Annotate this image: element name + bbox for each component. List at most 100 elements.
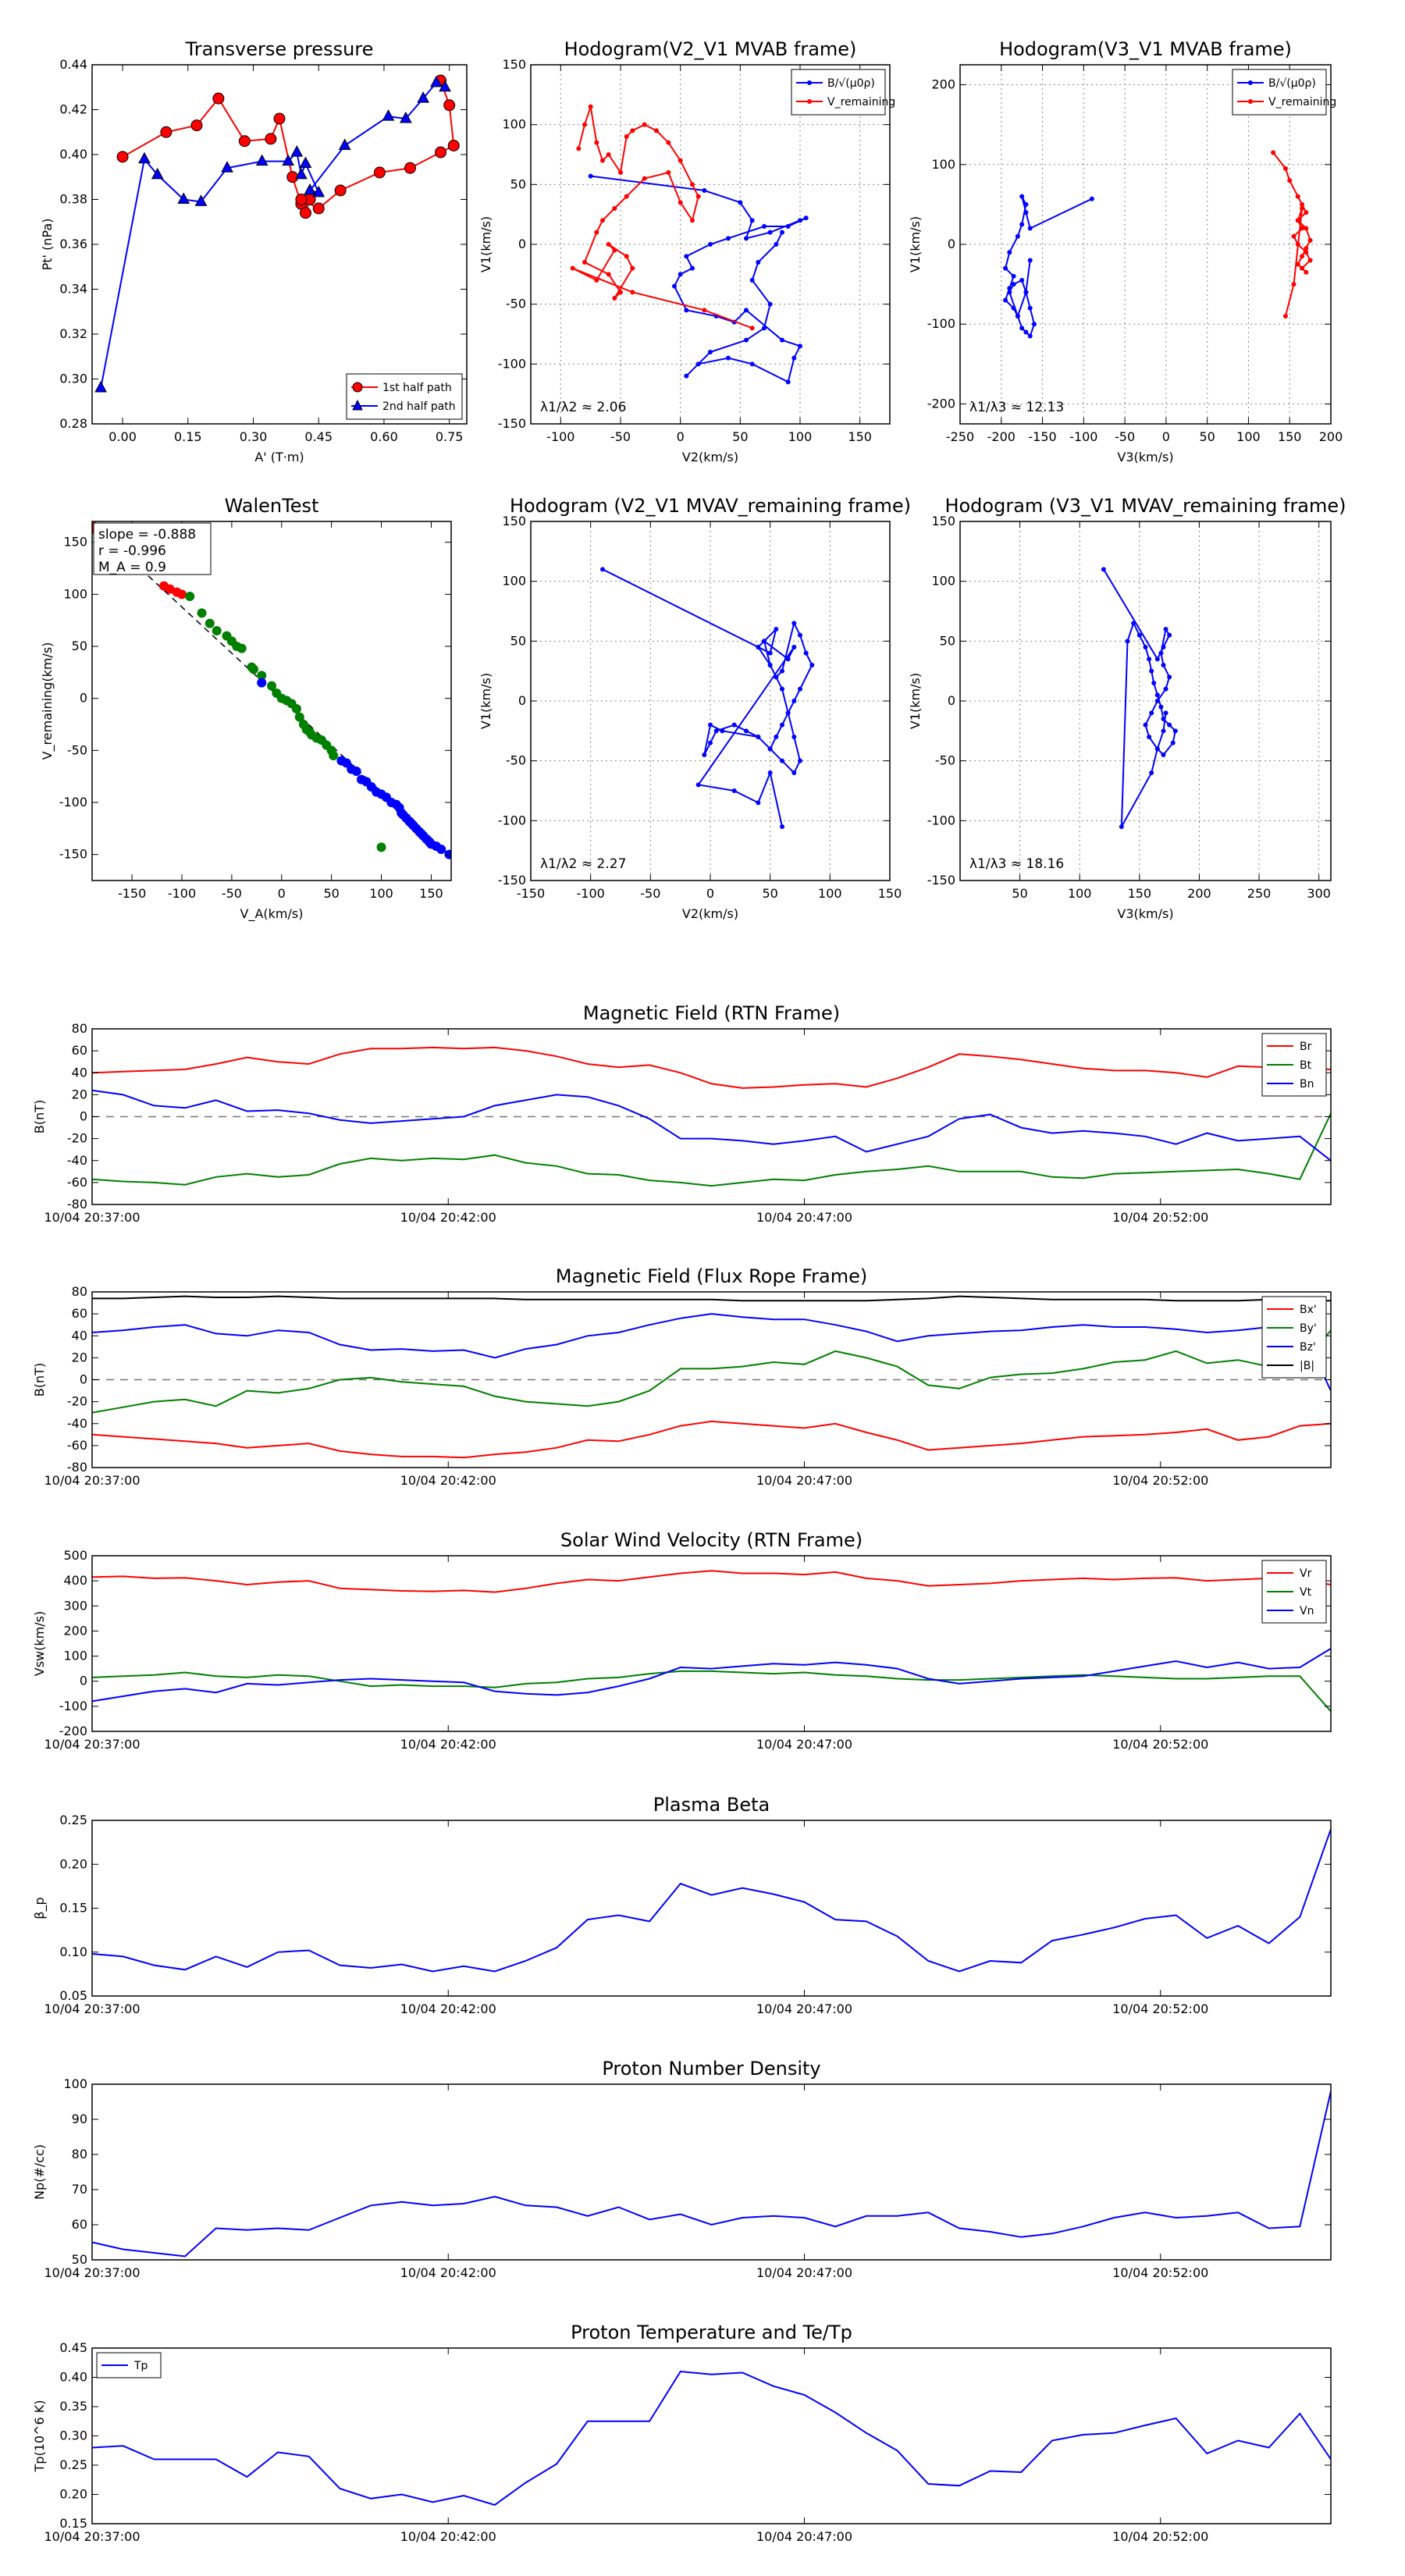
data-point [695,194,701,199]
data-point [1019,278,1025,283]
y-tick-label: 0.34 [59,282,87,297]
data-point [1307,237,1313,243]
data-point [791,770,797,775]
y-tick-label: -150 [927,873,955,888]
annotation-line: M_A = 0.9 [98,560,166,575]
data-point [265,133,277,145]
series-line [590,175,807,383]
y-tick-label: 0.36 [59,237,87,251]
data-point [791,621,797,626]
y-tick-label: -150 [59,847,87,862]
x-tick-label: 10/04 20:52:00 [1112,2001,1208,2016]
data-point [1147,735,1152,739]
axes-frame [91,2083,1332,2261]
data-point [436,845,446,854]
data-point [1304,250,1309,255]
series-v [600,567,815,829]
y-tick-label: 200 [931,77,955,92]
plot-area [92,1828,1331,1973]
data-point [1304,210,1309,215]
x-tick-label: 0.00 [108,429,137,444]
data-point [600,218,605,223]
y-tick-label: -50 [506,297,526,311]
y-tick-label: 50 [940,633,955,648]
chart-hodo4: Hodogram (V3_V1 MVAV_remaining frame) 50 1… [908,495,1346,921]
y-tick-label: 0 [80,1109,87,1124]
x-axis-label: V3(km/s) [1117,906,1173,921]
data-point [116,151,129,163]
data-point [1300,265,1305,271]
data-point [708,722,713,728]
axes-frame [91,1555,1332,1732]
series-vr [92,1570,1331,1593]
chart-title: Hodogram (V2_V1 MVAV_remaining frame) [510,495,911,517]
data-point [713,728,719,734]
data-point [791,355,797,361]
data-point [798,632,802,638]
data-point [237,643,247,653]
data-point [299,156,312,168]
series-b [92,1295,1331,1302]
x-tick-label: 0 [1162,429,1170,444]
y-tick-label: 0 [948,693,955,708]
x-tick-label: 150 [1128,886,1152,901]
y-tick-label: 0.25 [59,2457,87,2472]
y-tick-label: 0.05 [59,1988,87,2003]
data-point [439,80,451,92]
data-point [1143,645,1148,649]
data-point [785,224,791,229]
y-tick-label: 0.35 [59,2399,87,2414]
data-point [780,686,784,692]
x-axis-label: V2(km/s) [682,906,738,921]
data-point [612,296,617,301]
annotation-box [93,522,212,575]
series-2ndhalfpath [94,75,451,393]
legend: 1st half path 2nd half path [346,373,463,420]
x-tick-label: 10/04 20:37:00 [44,2265,140,2280]
x-tick-label: 10/04 20:37:00 [44,2001,140,2016]
data-point [594,140,599,145]
data-point [702,188,707,193]
chart-hodo3: Hodogram (V2_V1 MVAV_remaining frame) -15… [478,495,911,921]
data-point [1015,233,1020,239]
y-axis-label: Tp(10^6 K) [32,2400,47,2473]
y-tick-label: 100 [931,574,955,589]
data-point [791,735,797,739]
data-point [1019,222,1025,227]
legend-marker [1248,80,1253,85]
data-point [430,75,443,87]
x-tick-label: 10/04 20:47:00 [756,1737,852,1752]
plot-area [92,1570,1331,1712]
data-point [785,656,791,662]
data-point [238,135,251,148]
x-tick-label: 10/04 20:37:00 [44,1737,140,1752]
data-point [684,254,689,259]
x-tick-label: 10/04 20:47:00 [756,2001,852,2016]
annotation: λ1/λ2 ≈ 2.06 [540,400,626,415]
data-point [1019,194,1025,199]
y-tick-label: -100 [59,795,87,809]
chart-title: Magnetic Field (RTN Frame) [583,1002,840,1024]
y-tick-label: -80 [67,1460,87,1475]
data-point [1023,329,1029,335]
y-tick-label: 20 [72,1087,87,1101]
legend-label: |B| [1300,1360,1314,1372]
series-bx [92,1420,1331,1459]
y-tick-label: 0 [518,693,526,708]
data-point [1161,753,1166,757]
y-tick-label: -150 [498,873,526,888]
x-tick-label: 10/04 20:37:00 [44,1210,140,1225]
legend-box [1261,1296,1327,1379]
x-tick-label: 50 [762,886,777,901]
data-point [138,151,151,164]
data-point [1011,282,1016,287]
data-point [576,146,582,151]
data-point [606,272,611,277]
y-tick-label: 0 [80,691,87,706]
data-point [382,109,395,121]
data-point [642,176,647,181]
data-point [630,290,635,295]
data-point [185,592,195,601]
data-point [678,272,683,277]
y-tick-label: 0.30 [59,2428,87,2443]
